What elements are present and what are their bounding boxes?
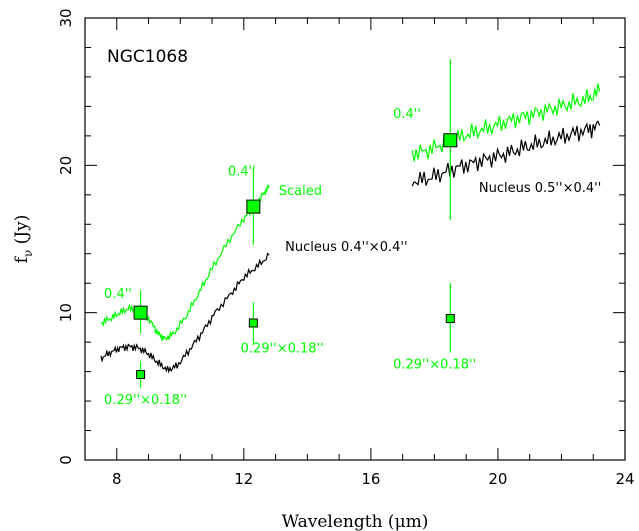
photometry-point: [443, 133, 458, 148]
axis-ticks: [84, 17, 626, 461]
x-axis-label: Wavelength (μm): [282, 512, 429, 531]
spectrum-line: [100, 252, 270, 374]
annotation-label: 0.29''×0.18'': [241, 341, 324, 356]
annotation-label: 0.4'': [228, 165, 256, 180]
y-tick-label: 20: [57, 156, 75, 175]
tick-labels: 8 12 16 20 24 0 10 20 30: [57, 8, 635, 488]
spectra-group: [100, 83, 601, 374]
photometry-point: [133, 305, 148, 320]
photometry-group: [133, 59, 458, 388]
x-tick-label: 8: [112, 470, 122, 488]
y-axis-label-sub: ν: [21, 250, 35, 257]
y-tick-label: 30: [57, 8, 75, 27]
spectrum-line: [411, 120, 601, 187]
spectrum-line: [411, 83, 601, 162]
photometry-point: [136, 370, 146, 380]
y-axis-label: fν (Jy): [12, 215, 35, 264]
y-axis-label-main: f: [12, 255, 32, 263]
y-tick-label: 10: [57, 303, 75, 322]
annotation-label: Nucleus 0.5''×0.4'': [479, 181, 601, 196]
plot-frame: [84, 17, 626, 461]
annotation-label: 0.29''×0.18'': [104, 393, 187, 408]
annotations-group: 0.4'' 0.4'' 0.4'' Scaled Nucleus 0.4''×0.4''…: [104, 107, 601, 408]
x-tick-label: 16: [361, 470, 380, 488]
photometry-point: [445, 314, 455, 324]
y-axis-label-unit: (Jy): [12, 215, 32, 250]
x-tick-label: 12: [234, 470, 253, 488]
x-tick-label: 20: [488, 470, 507, 488]
x-tick-label: 24: [615, 470, 634, 488]
annotation-label: 0.4'': [393, 107, 421, 122]
spectrum-line: [100, 184, 270, 341]
annotation-label: 0.29''×0.18'': [393, 358, 476, 373]
photometry-point: [246, 199, 261, 214]
photometry-point: [248, 318, 258, 328]
annotation-label: Scaled: [279, 184, 322, 199]
annotation-label: 0.4'': [104, 287, 132, 302]
annotation-label: Nucleus 0.4''×0.4'': [285, 240, 407, 255]
chart-title: NGC1068: [107, 47, 188, 67]
y-tick-label: 0: [57, 455, 75, 465]
